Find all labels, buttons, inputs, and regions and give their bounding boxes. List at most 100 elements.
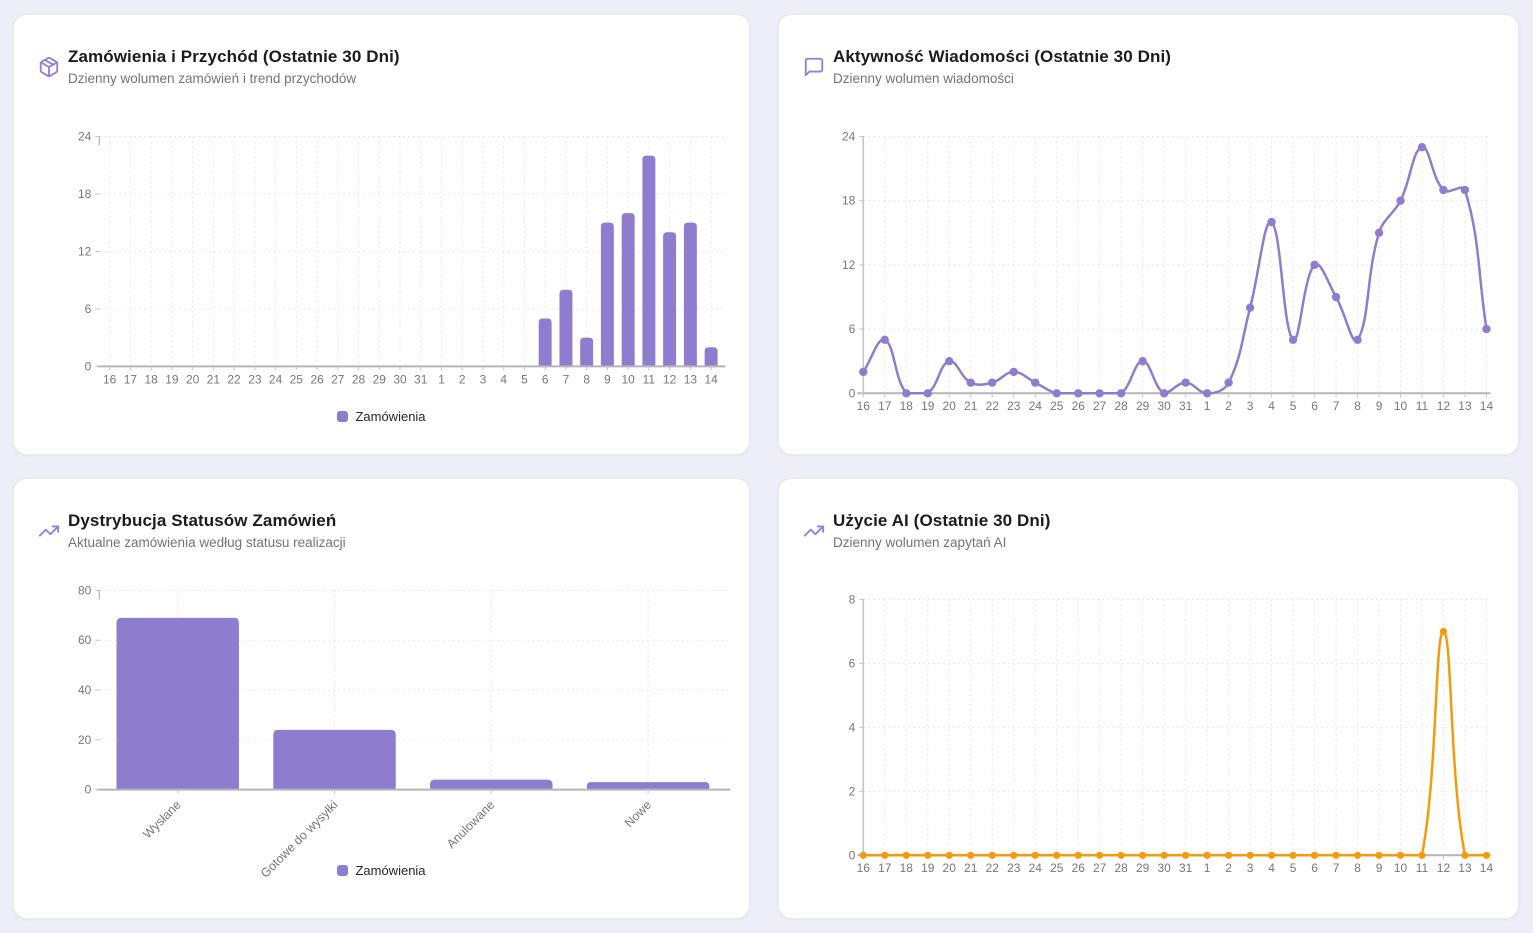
svg-text:14: 14: [1480, 399, 1494, 413]
svg-text:30: 30: [1157, 861, 1171, 875]
svg-text:1: 1: [1204, 399, 1211, 413]
svg-text:20: 20: [943, 399, 957, 413]
svg-text:18: 18: [842, 194, 856, 208]
svg-text:25: 25: [1050, 861, 1064, 875]
svg-text:17: 17: [878, 861, 892, 875]
svg-text:5: 5: [1290, 861, 1297, 875]
svg-text:19: 19: [165, 372, 179, 386]
svg-text:25: 25: [1050, 399, 1064, 413]
svg-text:20: 20: [943, 861, 957, 875]
svg-text:22: 22: [227, 372, 241, 386]
svg-text:17: 17: [124, 372, 138, 386]
svg-text:12: 12: [842, 258, 856, 272]
card-title: Użycie AI (Ostatnie 30 Dni): [833, 511, 1051, 530]
svg-text:11: 11: [1416, 399, 1429, 413]
chart-legend[interactable]: Zamówienia: [14, 863, 749, 878]
svg-text:13: 13: [1458, 399, 1472, 413]
svg-text:8: 8: [849, 592, 856, 606]
card-title: Zamówienia i Przychód (Ostatnie 30 Dni): [68, 47, 400, 66]
svg-text:29: 29: [1136, 861, 1150, 875]
svg-text:6: 6: [542, 372, 549, 386]
card-title: Dystrybucja Statusów Zamówień: [68, 511, 337, 530]
svg-text:7: 7: [563, 372, 570, 386]
svg-text:30: 30: [1157, 399, 1171, 413]
svg-text:Anulowane: Anulowane: [444, 798, 497, 851]
svg-text:12: 12: [1437, 861, 1451, 875]
svg-text:18: 18: [900, 861, 914, 875]
trending-up-icon: [38, 520, 60, 542]
legend-label: Zamówienia: [355, 863, 426, 878]
svg-text:12: 12: [1437, 399, 1451, 413]
svg-text:6: 6: [1311, 861, 1318, 875]
svg-text:13: 13: [684, 372, 698, 386]
card-subtitle: Dzienny wolumen zapytań AI: [833, 535, 1007, 550]
chart-legend[interactable]: Zamówienia: [14, 409, 749, 424]
card-ai-usage: Użycie AI (Ostatnie 30 Dni) Dzienny wolu…: [778, 478, 1519, 919]
svg-text:2: 2: [1225, 861, 1232, 875]
svg-text:7: 7: [1333, 861, 1340, 875]
svg-text:24: 24: [1029, 861, 1043, 875]
svg-text:26: 26: [1072, 399, 1086, 413]
card-header: Zamówienia i Przychód (Ostatnie 30 Dni) …: [38, 47, 400, 86]
svg-text:12: 12: [78, 244, 92, 258]
svg-text:3: 3: [1247, 861, 1254, 875]
svg-text:7: 7: [1333, 399, 1340, 413]
svg-text:13: 13: [1458, 861, 1472, 875]
svg-text:24: 24: [1029, 399, 1043, 413]
svg-text:6: 6: [849, 656, 856, 670]
legend-color-swatch: [337, 865, 349, 876]
legend-color-swatch: [337, 411, 349, 422]
svg-text:23: 23: [1007, 399, 1021, 413]
svg-text:6: 6: [849, 322, 856, 336]
svg-text:29: 29: [373, 372, 387, 386]
svg-text:21: 21: [964, 399, 978, 413]
svg-text:14: 14: [1480, 861, 1494, 875]
svg-text:1: 1: [438, 372, 445, 386]
svg-text:6: 6: [1311, 399, 1318, 413]
svg-text:Wysłane: Wysłane: [140, 798, 184, 842]
svg-text:12: 12: [663, 372, 677, 386]
svg-text:18: 18: [900, 399, 914, 413]
svg-text:23: 23: [248, 372, 262, 386]
svg-text:40: 40: [78, 683, 92, 697]
svg-text:19: 19: [921, 861, 935, 875]
svg-text:2: 2: [1225, 399, 1232, 413]
svg-text:20: 20: [78, 733, 92, 747]
svg-text:31: 31: [414, 372, 428, 386]
card-header: Użycie AI (Ostatnie 30 Dni) Dzienny wolu…: [803, 511, 1050, 550]
svg-text:6: 6: [85, 302, 92, 316]
svg-text:60: 60: [78, 633, 92, 647]
svg-text:9: 9: [1376, 861, 1383, 875]
card-title: Aktywność Wiadomości (Ostatnie 30 Dni): [833, 47, 1172, 66]
svg-text:19: 19: [921, 399, 935, 413]
svg-text:18: 18: [78, 187, 92, 201]
svg-text:28: 28: [1114, 399, 1128, 413]
svg-text:24: 24: [269, 372, 283, 386]
svg-text:25: 25: [290, 372, 304, 386]
svg-text:4: 4: [500, 372, 507, 386]
svg-text:21: 21: [964, 861, 978, 875]
svg-text:9: 9: [604, 372, 611, 386]
card-orders-revenue: Zamówienia i Przychód (Ostatnie 30 Dni) …: [13, 14, 750, 455]
card-order-status-distribution: Dystrybucja Statusów Zamówień Aktualne z…: [13, 478, 750, 919]
card-header: Aktywność Wiadomości (Ostatnie 30 Dni) D…: [803, 47, 1171, 86]
svg-text:4: 4: [1268, 861, 1275, 875]
svg-text:14: 14: [704, 372, 718, 386]
package-icon: [38, 56, 60, 78]
svg-text:10: 10: [622, 372, 636, 386]
svg-text:80: 80: [78, 583, 92, 597]
svg-text:22: 22: [986, 861, 1000, 875]
card-subtitle: Dzienny wolumen wiadomości: [833, 71, 1014, 86]
svg-text:11: 11: [1416, 861, 1429, 875]
card-subtitle: Dzienny wolumen zamówień i trend przycho…: [68, 71, 357, 86]
svg-text:1: 1: [1204, 861, 1211, 875]
svg-text:24: 24: [78, 129, 92, 143]
svg-text:22: 22: [986, 399, 1000, 413]
svg-text:31: 31: [1179, 399, 1193, 413]
svg-text:16: 16: [103, 372, 117, 386]
